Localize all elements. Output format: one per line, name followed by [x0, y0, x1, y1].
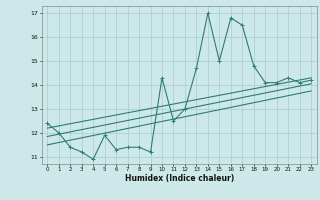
X-axis label: Humidex (Indice chaleur): Humidex (Indice chaleur): [124, 174, 234, 183]
